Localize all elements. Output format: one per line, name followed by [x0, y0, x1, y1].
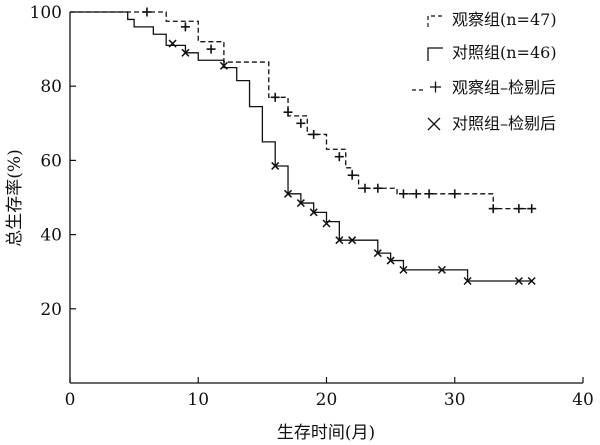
- censor-mark-control: [168, 39, 177, 48]
- censor-mark-observation: [398, 189, 408, 199]
- censor-mark-observation: [309, 129, 319, 139]
- censor-mark-observation: [142, 7, 152, 17]
- censor-mark-control: [309, 208, 318, 217]
- legend-dashed-line-icon: [427, 15, 443, 27]
- censor-mark-control: [514, 276, 523, 286]
- censor-mark-control: [335, 236, 344, 245]
- censor-mark-control: [181, 48, 190, 57]
- censor-mark-observation: [424, 189, 434, 199]
- censor-mark-control: [322, 219, 331, 228]
- legend-item-observation: 观察组(n=47): [427, 10, 557, 29]
- x-tick-label: 20: [316, 390, 338, 410]
- censor-mark-control: [271, 161, 280, 170]
- censor-mark-observation: [514, 204, 524, 214]
- series-observation-curve: [70, 11, 532, 210]
- y-tick-label: 80: [40, 77, 62, 97]
- legend-label-observation-censored: 观察组–检剔后: [452, 78, 556, 97]
- censor-mark-observation: [360, 183, 370, 193]
- censor-mark-control: [527, 276, 536, 286]
- x-tick-label: 10: [187, 390, 209, 410]
- censor-mark-observation: [180, 22, 190, 32]
- y-tick-label: 40: [40, 226, 62, 246]
- censor-mark-observation: [450, 189, 460, 199]
- censor-mark-observation: [488, 204, 498, 214]
- series-control-curve: [70, 11, 532, 282]
- legend-label-control: 对照组(n=46): [452, 43, 557, 62]
- censor-mark-observation: [411, 189, 421, 199]
- legend-item-control: 对照组(n=46): [427, 43, 557, 62]
- x-axis-title: 生存时间(月): [277, 423, 375, 443]
- legend-solid-line-icon: [427, 47, 443, 61]
- y-axis-title: 总生存率(%): [5, 149, 25, 246]
- censor-mark-control: [386, 256, 395, 265]
- censor-mark-observation: [283, 107, 293, 117]
- censor-mark-observation: [206, 44, 216, 54]
- censor-mark-control: [348, 236, 357, 245]
- y-tick-label: 20: [40, 300, 62, 320]
- censor-mark-observation: [347, 170, 357, 180]
- x-axis-ticks: 0 10 20 30 40: [65, 377, 594, 410]
- censor-mark-control: [296, 199, 305, 208]
- censor-mark-observation: [296, 118, 306, 128]
- censor-mark-control: [373, 249, 382, 258]
- censor-mark-observation: [527, 204, 537, 214]
- censor-mark-control: [437, 265, 446, 274]
- legend-label-control-censored: 对照组–检剔后: [452, 114, 556, 133]
- y-tick-label: 60: [40, 151, 62, 171]
- legend-label-observation: 观察组(n=47): [452, 10, 557, 29]
- censor-mark-control: [399, 265, 408, 274]
- x-tick-label: 30: [444, 390, 466, 410]
- legend-item-observation-censored: 观察组–检剔后: [412, 78, 556, 97]
- censor-mark-control: [463, 276, 472, 286]
- y-tick-label: 100: [30, 3, 62, 23]
- legend-item-control-censored: 对照组–检剔后: [427, 114, 556, 133]
- plot-area: [70, 7, 537, 286]
- legend: 观察组(n=47) 对照组(n=46) 观察组–检剔后 对照组–检剔后: [412, 10, 557, 133]
- censor-mark-control: [283, 189, 293, 198]
- censor-mark-observation: [373, 183, 383, 193]
- censor-mark-observation: [334, 152, 344, 162]
- x-tick-label: 0: [65, 390, 76, 410]
- x-tick-label: 40: [572, 390, 594, 410]
- censor-mark-observation: [270, 92, 280, 102]
- y-axis-ticks: 20 40 60 80 100: [30, 3, 76, 320]
- censor-mark-control: [219, 61, 228, 70]
